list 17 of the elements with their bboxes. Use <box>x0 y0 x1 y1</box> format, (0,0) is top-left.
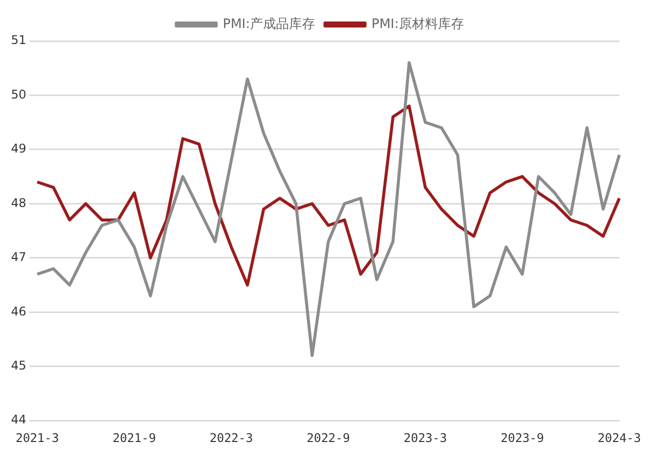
x-tick-label: 2024-3 <box>598 430 642 445</box>
x-tick-label: 2022-3 <box>210 430 253 445</box>
y-tick-label: 50 <box>10 87 26 102</box>
legend-label: PMI:原材料库存 <box>372 16 464 32</box>
y-tick-label: 44 <box>10 412 26 427</box>
x-tick-label: 2023-3 <box>404 430 447 445</box>
y-tick-label: 47 <box>10 250 26 264</box>
y-tick-label: 49 <box>10 142 26 156</box>
y-tick-label: 48 <box>10 196 26 210</box>
y-tick-label: 46 <box>10 304 26 318</box>
legend-label: PMI:产成品库存 <box>222 16 316 32</box>
y-tick-label: 51 <box>10 33 26 48</box>
x-tick-label: 2023-9 <box>500 430 544 445</box>
y-tick-label: 45 <box>10 358 26 372</box>
x-tick-label: 2021-9 <box>112 430 156 445</box>
x-tick-label: 2021-3 <box>16 430 59 445</box>
x-tick-label: 2022-9 <box>306 430 350 445</box>
